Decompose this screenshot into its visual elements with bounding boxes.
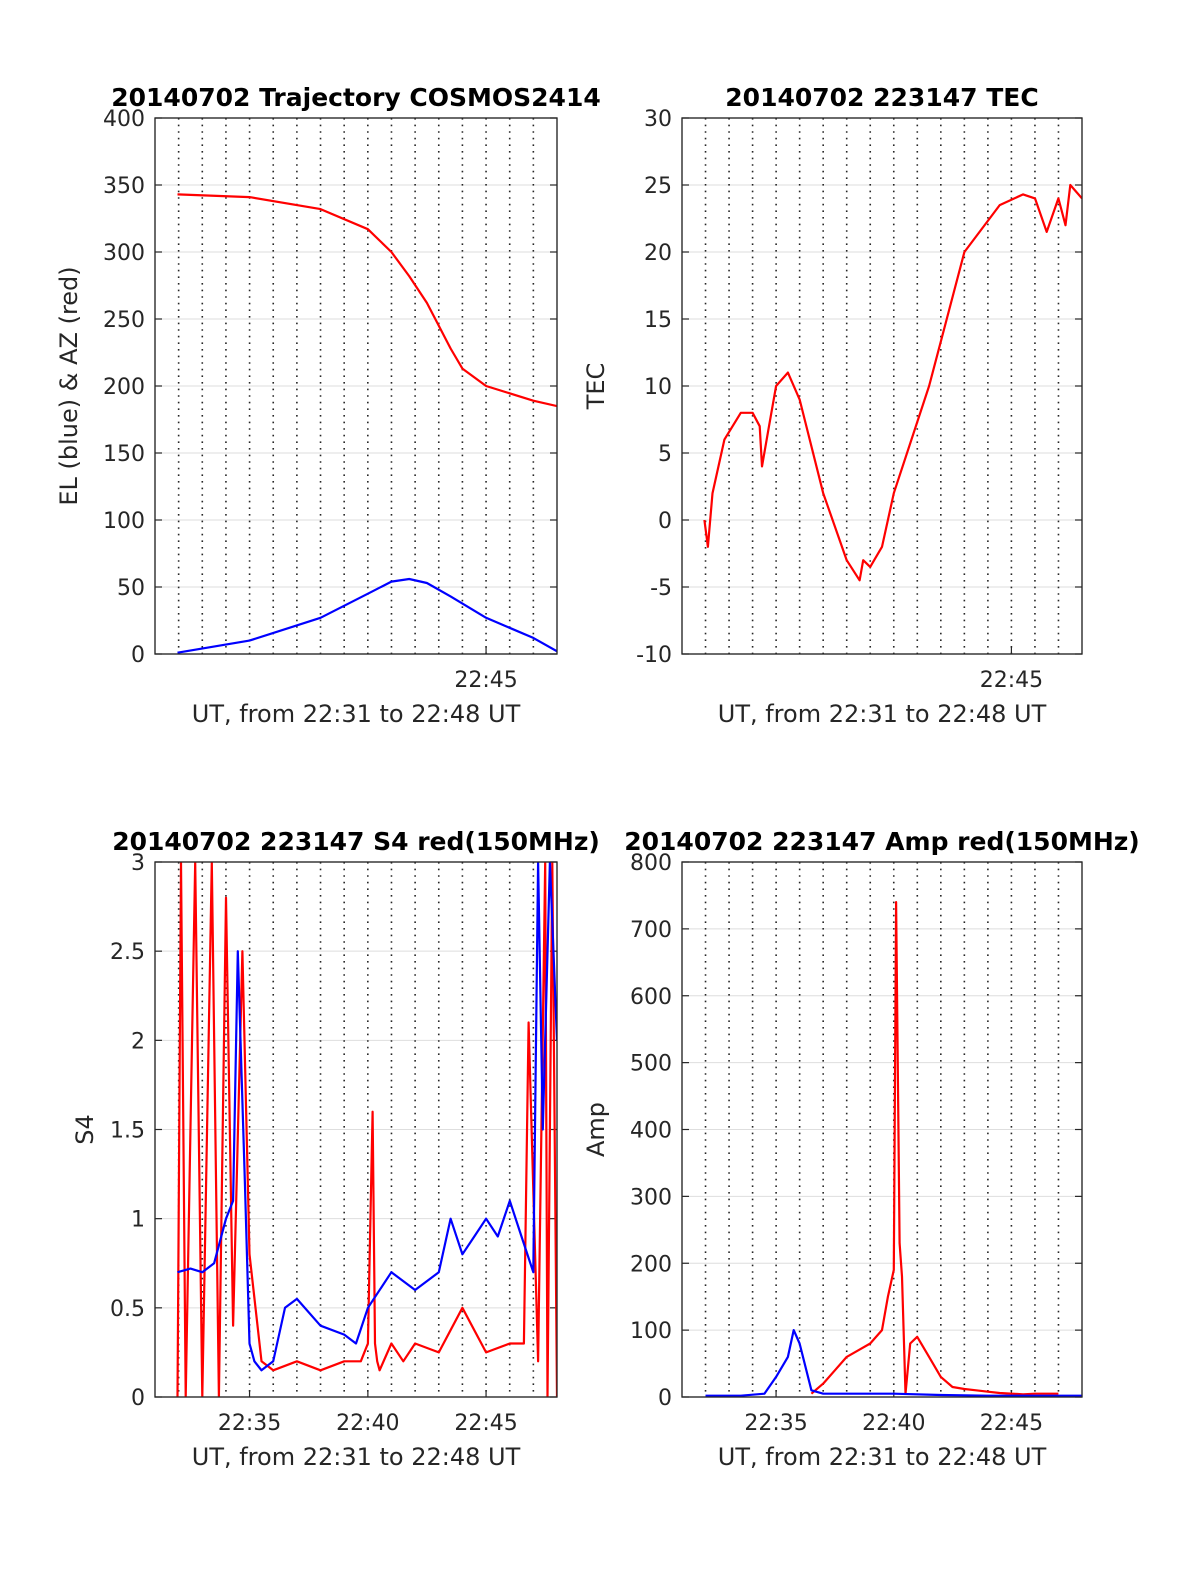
- y-tick-label: 2.5: [110, 940, 145, 965]
- series-group: [703, 183, 1082, 582]
- series-line-1: [177, 193, 557, 408]
- y-tick-label: 700: [630, 918, 672, 943]
- y-tick-label: 500: [630, 1052, 672, 1077]
- y-axis-label: Amp: [582, 1102, 610, 1157]
- series-group: [705, 901, 1082, 1397]
- x-axis-label: UT, from 22:31 to 22:48 UT: [192, 700, 521, 728]
- plot-frame: [681, 117, 1083, 655]
- plot-frame: [154, 117, 558, 655]
- y-tick-label: 0.5: [110, 1297, 145, 1322]
- y-tick-label: 20: [644, 241, 672, 266]
- y-tick-label: 350: [103, 174, 145, 199]
- y-axis-label: S4: [71, 1114, 99, 1145]
- chart-panel-4: 0 100 200 300 400 500 600 700 800 22:35 22:40 22:45…: [582, 827, 1140, 1471]
- series-group: [176, 862, 557, 1397]
- x-tick-label: 22:45: [454, 668, 517, 693]
- y-tick-label: 800: [630, 851, 672, 876]
- y-tick-label: 25: [644, 174, 672, 199]
- x-tick-label: 22:45: [980, 1411, 1043, 1436]
- series-line-2: [177, 862, 557, 1372]
- y-tick-label: 30: [644, 107, 672, 132]
- y-tick-label: 1: [131, 1208, 145, 1233]
- series-group: [177, 193, 557, 654]
- y-tick-label: 0: [658, 509, 672, 534]
- x-axis-label: UT, from 22:31 to 22:48 UT: [192, 1443, 521, 1471]
- plot-frame: [154, 861, 558, 1398]
- chart-title: 20140702 Trajectory COSMOS2414: [111, 83, 601, 112]
- y-tick-label: 100: [630, 1319, 672, 1344]
- chart-title: 20140702 223147 Amp red(150MHz): [624, 827, 1140, 856]
- y-axis-label: EL (blue) & AZ (red): [55, 266, 83, 505]
- y-axis-label: TEC: [582, 363, 610, 411]
- y-tick-label: 400: [103, 107, 145, 132]
- y-tick-label: -10: [636, 643, 672, 668]
- y-tick-label: 200: [103, 375, 145, 400]
- y-tick-label: -5: [650, 576, 672, 601]
- chart-title: 20140702 223147 TEC: [725, 83, 1038, 112]
- x-tick-label: 22:35: [744, 1411, 807, 1436]
- y-tick-label: 0: [658, 1386, 672, 1411]
- y-tick-label: 15: [644, 308, 672, 333]
- chart-panel-1: 0 50 100 150 200 250 300 350 400 22:45 20140702 Tr…: [55, 83, 601, 728]
- y-tick-label: 400: [630, 1119, 672, 1144]
- y-tick-label: 100: [103, 509, 145, 534]
- y-tick-label: 300: [103, 241, 145, 266]
- chart-title: 20140702 223147 S4 red(150MHz): [112, 827, 600, 856]
- x-tick-label: 22:45: [454, 1411, 517, 1436]
- x-axis-label: UT, from 22:31 to 22:48 UT: [718, 1443, 1047, 1471]
- y-tick-label: 300: [630, 1185, 672, 1210]
- y-tick-label: 150: [103, 442, 145, 467]
- y-tick-label: 1.5: [110, 1119, 145, 1144]
- y-tick-label: 3: [131, 851, 145, 876]
- y-tick-label: 0: [131, 1386, 145, 1411]
- chart-panel-2: -10 -5 0 5 10 15 20 25 30 22:45 20140702 223147 TE…: [582, 83, 1083, 728]
- y-tick-label: 2: [131, 1029, 145, 1054]
- x-tick-label: 22:40: [336, 1411, 399, 1436]
- chart-panel-3: 0 0.5 1 1.5 2 2.5 3 22:35 22:40 22:45 20140702 223…: [71, 827, 600, 1471]
- series-line-2: [177, 577, 557, 654]
- series-line-2: [705, 1329, 1082, 1397]
- y-tick-label: 250: [103, 308, 145, 333]
- x-tick-label: 22:45: [980, 668, 1043, 693]
- y-tick-label: 600: [630, 985, 672, 1010]
- y-tick-label: 5: [658, 442, 672, 467]
- plot-frame: [681, 861, 1083, 1398]
- x-tick-label: 22:40: [862, 1411, 925, 1436]
- y-tick-label: 50: [117, 576, 145, 601]
- series-line-1: [703, 183, 1082, 582]
- y-tick-label: 10: [644, 375, 672, 400]
- x-axis-label: UT, from 22:31 to 22:48 UT: [718, 700, 1047, 728]
- y-tick-label: 200: [630, 1252, 672, 1277]
- y-tick-label: 0: [131, 643, 145, 668]
- series-line-1: [176, 862, 557, 1397]
- x-tick-label: 22:35: [218, 1411, 281, 1436]
